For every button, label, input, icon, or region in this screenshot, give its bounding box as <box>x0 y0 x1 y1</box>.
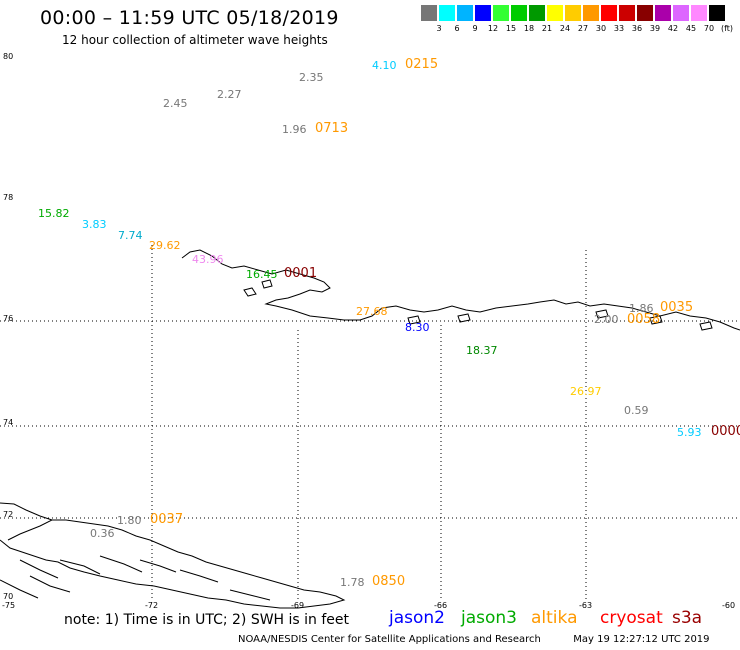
wave-height-value: 8.30 <box>405 321 430 334</box>
legend-swatch <box>601 5 617 21</box>
lon-label: -75 <box>2 601 16 610</box>
pass-time-label: 0001 <box>284 266 318 281</box>
legend-tick-label: 9 <box>472 24 478 33</box>
pass-time-label: 0058 <box>627 312 661 327</box>
wave-height-value: 1.80 <box>117 514 142 527</box>
pass-time-label: 0037 <box>150 512 184 527</box>
pass-time-label: 0850 <box>372 574 406 589</box>
chart-title: 00:00 – 11:59 UTC 05/18/2019 <box>40 7 339 29</box>
satellite-legend-s3a: s3a <box>672 608 703 628</box>
wave-height-value: 2.45 <box>163 97 188 110</box>
pass-time-label: 0035 <box>660 300 694 315</box>
wave-height-value: 18.37 <box>466 344 498 357</box>
lat-label: 72 <box>3 510 14 519</box>
credit-text: NOAA/NESDIS Center for Satellite Applica… <box>238 634 541 645</box>
lat-label: 80 <box>3 52 14 61</box>
lon-label: -60 <box>722 601 736 610</box>
pass-time-label: 0713 <box>315 121 349 136</box>
legend-tick-label: 6 <box>454 24 460 33</box>
legend-tick-label: 42 <box>667 24 679 33</box>
wave-height-value: 2.00 <box>594 313 619 326</box>
wave-height-value: 2.35 <box>299 71 324 84</box>
legend-tick-label: 12 <box>487 24 499 33</box>
legend-swatch <box>637 5 653 21</box>
greenland-coastline <box>181 249 740 331</box>
credit-line: NOAA/NESDIS Center for Satellite Applica… <box>238 634 710 645</box>
pass-time-label: 0215 <box>405 57 439 72</box>
legend-swatch <box>673 5 689 21</box>
legend-swatch <box>475 5 491 21</box>
legend-swatch <box>529 5 545 21</box>
legend-tick-label: 3 <box>436 24 442 33</box>
legend-swatch <box>709 5 725 21</box>
legend-swatch <box>655 5 671 21</box>
footnote: note: 1) Time is in UTC; 2) SWH is in fe… <box>64 612 350 628</box>
legend-swatch <box>457 5 473 21</box>
pass-time-label: 0000 <box>711 424 740 439</box>
legend-tick-label: 27 <box>577 24 589 33</box>
lat-label: 74 <box>3 418 14 427</box>
legend-swatch <box>511 5 527 21</box>
legend-tick-label: 45 <box>685 24 697 33</box>
wave-height-value: 3.83 <box>82 218 107 231</box>
wave-height-value: 0.36 <box>90 527 115 540</box>
wave-height-value: 0.59 <box>624 404 649 417</box>
wave-height-value: 4.10 <box>372 59 397 72</box>
legend-swatch <box>583 5 599 21</box>
lon-label: -72 <box>145 601 159 610</box>
lat-label: 78 <box>3 193 14 202</box>
lat-label: 76 <box>3 314 14 323</box>
legend-swatch <box>493 5 509 21</box>
chart-subtitle: 12 hour collection of altimeter wave hei… <box>62 33 328 47</box>
legend-unit-label: (ft) <box>720 24 734 33</box>
legend-tick-label: 18 <box>523 24 535 33</box>
legend-tick-label: 24 <box>559 24 571 33</box>
legend-tick-label: 70 <box>703 24 715 33</box>
wave-height-value: 16.45 <box>246 268 278 281</box>
satellite-legend-jason3: jason3 <box>461 608 517 628</box>
lon-label: -63 <box>579 601 593 610</box>
lat-label: 70 <box>3 592 14 601</box>
legend-tick-label: 15 <box>505 24 517 33</box>
baffin-island-coastline <box>0 502 346 609</box>
wave-height-value: 2.27 <box>217 88 242 101</box>
satellite-legend-altika: altika <box>531 608 578 628</box>
wave-height-value: 15.82 <box>38 207 70 220</box>
wave-height-value: 7.74 <box>118 229 143 242</box>
legend-tick-label: 21 <box>541 24 553 33</box>
satellite-legend-cryosat: cryosat <box>600 608 663 628</box>
lon-label: -66 <box>434 601 448 610</box>
wave-height-value: 26.97 <box>570 385 602 398</box>
legend-swatch <box>691 5 707 21</box>
legend-swatch <box>565 5 581 21</box>
wave-height-value: 1.86 <box>629 302 654 315</box>
wave-height-value: 29.62 <box>149 239 181 252</box>
legend-swatch <box>439 5 455 21</box>
baffin-fjords <box>0 555 271 601</box>
legend-tick-label: 36 <box>631 24 643 33</box>
legend-swatch <box>547 5 563 21</box>
greenland-coast-islands <box>243 279 713 331</box>
legend-tick-label: 39 <box>649 24 661 33</box>
wave-height-value: 5.93 <box>677 426 702 439</box>
wave-height-value: 1.78 <box>340 576 365 589</box>
legend-tick-label: 30 <box>595 24 607 33</box>
wave-height-value: 43.96 <box>192 253 224 266</box>
satellite-legend-jason2: jason2 <box>389 608 445 628</box>
generated-timestamp: May 19 12:27:12 UTC 2019 <box>573 634 710 645</box>
legend-tick-label: 33 <box>613 24 625 33</box>
lon-label: -69 <box>291 601 305 610</box>
legend-swatch <box>619 5 635 21</box>
legend-swatch <box>421 5 437 21</box>
wave-height-value: 1.96 <box>282 123 307 136</box>
wave-height-value: 27.68 <box>356 305 388 318</box>
